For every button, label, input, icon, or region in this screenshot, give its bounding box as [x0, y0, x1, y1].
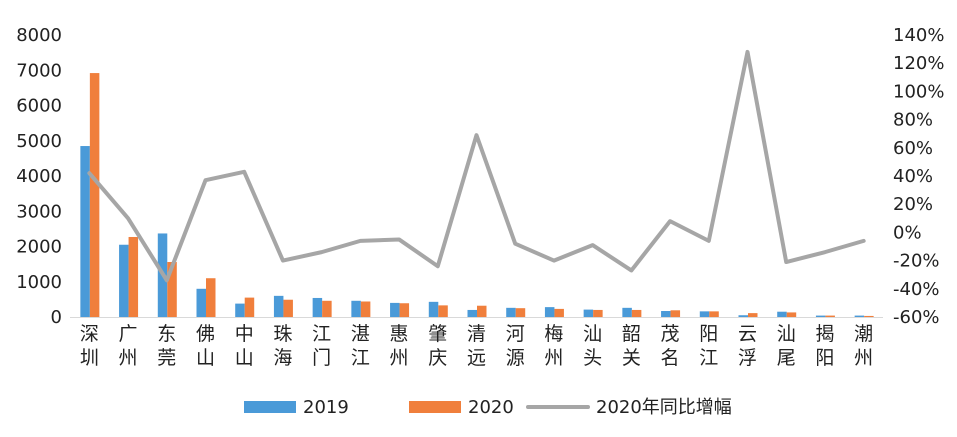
bar-2019-江门 [312, 297, 323, 317]
x-category-label: 江门 [312, 323, 331, 369]
y-right-tick-label: 40% [893, 166, 933, 187]
bar-2020-珠海 [283, 299, 293, 317]
bar-2019-河源 [506, 307, 516, 317]
bar-2020-云浮 [748, 313, 758, 317]
x-category-label: 潮州 [854, 323, 873, 369]
x-category-label: 汕头 [583, 323, 602, 369]
y-left-tick-label: 0 [51, 307, 62, 328]
bar-2019-珠海 [273, 295, 284, 317]
y-left-tick-label: 3000 [16, 201, 62, 222]
x-category-label: 河源 [506, 323, 525, 369]
y-right-tick-label: 140% [893, 25, 944, 46]
bar-2020-东莞 [167, 262, 177, 317]
bar-2020-湛江 [360, 301, 371, 317]
bar-2019-佛山 [196, 288, 206, 317]
line-series-2020年同比增幅 [87, 49, 866, 283]
x-category-label: 清远 [467, 323, 486, 369]
x-category-label: 惠州 [390, 323, 409, 369]
x-category-label: 佛山 [196, 323, 215, 369]
legend-item-2020: 2020 [409, 397, 514, 418]
x-category-label: 东莞 [157, 323, 176, 369]
x-category-label: 广州 [119, 323, 138, 369]
bar-2020-潮州 [864, 315, 874, 317]
bar-2019-清远 [467, 309, 477, 317]
x-category-label: 韶关 [622, 323, 641, 369]
x-category-label: 肇庆 [428, 323, 447, 369]
bar-2019-肇庆 [428, 301, 439, 317]
legend-label: 2019 [303, 397, 349, 418]
y-left-tick-label: 8000 [16, 25, 62, 46]
bar-2020-茂名 [670, 310, 681, 317]
bar-2019-中山 [235, 303, 245, 317]
y-right-tick-label: 20% [893, 194, 933, 215]
x-category-label: 梅州 [544, 323, 563, 369]
bar-2020-江门 [322, 300, 332, 317]
x-category-label: 茂名 [661, 323, 680, 369]
x-category-label: 深圳 [80, 323, 99, 369]
legend-swatch [244, 401, 296, 413]
bar-2020-汕尾 [786, 312, 797, 317]
x-category-label: 珠海 [273, 323, 292, 369]
bar-2020-阳江 [709, 311, 719, 317]
bar-2019-梅州 [544, 307, 555, 317]
y-left-tick-label: 1000 [16, 272, 62, 293]
bar-2020-中山 [244, 297, 255, 317]
x-category-label: 汕尾 [777, 323, 796, 369]
y-right-tick-label: 100% [893, 81, 944, 102]
bar-2020-汕头 [593, 309, 603, 317]
y-right-tick-label: 120% [893, 53, 944, 74]
y-right-tick-label: -60% [893, 307, 940, 328]
bar-2020-清远 [477, 305, 487, 317]
y-right-tick-label: 0% [893, 222, 922, 243]
bar-2019-茂名 [661, 311, 671, 317]
y-left-tick-label: 7000 [16, 60, 62, 81]
y-left-tick-label: 2000 [16, 237, 62, 258]
x-category-label: 湛江 [351, 323, 370, 369]
x-category-label: 云浮 [738, 323, 757, 369]
x-category-label: 中山 [235, 323, 254, 369]
legend-item-2020年同比增幅: 2020年同比增幅 [526, 397, 732, 418]
line-layer [87, 49, 866, 283]
bar-2020-河源 [515, 308, 526, 317]
bar-2019-云浮 [738, 315, 748, 317]
bar-2019-揭阳 [815, 315, 826, 317]
bar-2019-汕尾 [777, 311, 787, 317]
bar-2019-惠州 [390, 302, 400, 317]
x-category-label: 揭阳 [815, 323, 834, 369]
bar-2020-惠州 [399, 303, 410, 317]
bar-2020-佛山 [206, 278, 216, 317]
bar-2019-汕头 [583, 309, 594, 317]
y-left-tick-label: 6000 [16, 96, 62, 117]
legend: 2019 2020 2020年同比增幅 [244, 397, 732, 418]
bar-2019-湛江 [351, 300, 361, 317]
bar-2020-肇庆 [438, 305, 448, 317]
bar-2019-潮州 [854, 315, 865, 317]
bar-2020-深圳 [89, 73, 100, 317]
y-right-tick-label: -20% [893, 251, 940, 272]
y-right-tick-label: -40% [893, 279, 940, 300]
bar-2020-韶关 [631, 309, 642, 317]
legend-label: 2020年同比增幅 [596, 397, 732, 418]
legend-item-2019: 2019 [244, 397, 349, 418]
y-right-tick-label: 80% [893, 110, 933, 131]
legend-label: 2020 [468, 397, 514, 418]
axis-layer: 0 1000 2000 3000 4000 5000 6000 7000 8000 -60% -40… [16, 25, 944, 369]
x-category-label: 阳江 [699, 323, 718, 369]
bar-2020-梅州 [554, 308, 564, 317]
y-left-tick-label: 5000 [16, 131, 62, 152]
bar-2019-深圳 [80, 146, 90, 317]
y-left-tick-label: 4000 [16, 166, 62, 187]
bar-2019-广州 [119, 244, 129, 317]
bar-2020-揭阳 [825, 315, 835, 317]
legend-swatch [409, 401, 461, 413]
bar-2019-阳江 [699, 311, 710, 317]
bar-2020-广州 [128, 236, 139, 317]
bar-2019-韶关 [622, 307, 632, 317]
y-right-tick-label: 60% [893, 138, 933, 159]
